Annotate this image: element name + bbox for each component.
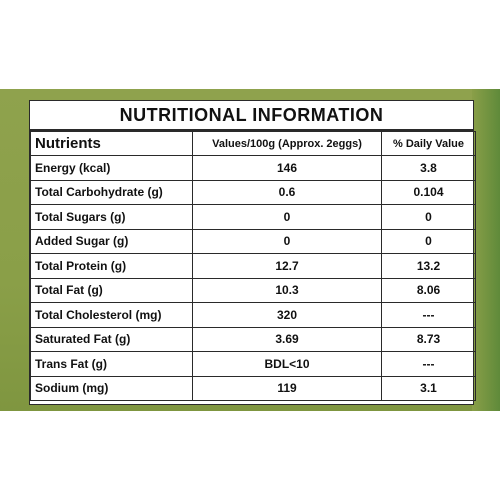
nutrient-value: 146 xyxy=(192,155,382,181)
nutrition-panel: NUTRITIONAL INFORMATION Nutrients Values… xyxy=(29,100,476,405)
table-row: Total Carbohydrate (g) 0.6 0.104 xyxy=(30,179,476,205)
nutrition-table: Nutrients Values/100g (Approx. 2eggs) % … xyxy=(30,131,476,401)
nutrient-name: Total Carbohydrate (g) xyxy=(30,179,193,205)
table-header-row: Nutrients Values/100g (Approx. 2eggs) % … xyxy=(30,131,476,156)
nutrient-name: Total Protein (g) xyxy=(30,253,193,279)
nutrient-name: Trans Fat (g) xyxy=(30,351,193,377)
nutrient-value: 0.6 xyxy=(192,179,382,205)
daily-value: 8.73 xyxy=(381,326,476,352)
nutrient-value: 320 xyxy=(192,302,382,328)
table-row: Trans Fat (g) BDL<10 --- xyxy=(30,351,476,377)
daily-value: 3.8 xyxy=(381,155,476,181)
nutrient-value: 0 xyxy=(192,228,382,254)
table-row: Total Fat (g) 10.3 8.06 xyxy=(30,277,476,303)
header-values: Values/100g (Approx. 2eggs) xyxy=(192,131,382,156)
daily-value: --- xyxy=(381,351,476,377)
nutrient-value: 10.3 xyxy=(192,277,382,303)
nutrient-name: Added Sugar (g) xyxy=(30,228,193,254)
nutrient-value: BDL<10 xyxy=(192,351,382,377)
nutrient-value: 12.7 xyxy=(192,253,382,279)
table-row: Total Sugars (g) 0 0 xyxy=(30,204,476,230)
package-edge xyxy=(472,89,500,411)
nutrient-name: Total Fat (g) xyxy=(30,277,193,303)
table-row: Total Cholesterol (mg) 320 --- xyxy=(30,302,476,328)
table-row: Added Sugar (g) 0 0 xyxy=(30,228,476,254)
nutrient-value: 119 xyxy=(192,375,382,401)
table-row: Total Protein (g) 12.7 13.2 xyxy=(30,253,476,279)
nutrient-name: Sodium (mg) xyxy=(30,375,193,401)
daily-value: 13.2 xyxy=(381,253,476,279)
daily-value: 3.1 xyxy=(381,375,476,401)
table-row: Sodium (mg) 119 3.1 xyxy=(30,375,476,401)
table-row: Saturated Fat (g) 3.69 8.73 xyxy=(30,326,476,352)
header-nutrients: Nutrients xyxy=(30,131,193,156)
nutrient-name: Total Sugars (g) xyxy=(30,204,193,230)
nutrient-value: 3.69 xyxy=(192,326,382,352)
panel-title: NUTRITIONAL INFORMATION xyxy=(30,101,473,131)
nutrient-name: Total Cholesterol (mg) xyxy=(30,302,193,328)
header-daily-value: % Daily Value xyxy=(381,131,476,156)
nutrient-name: Energy (kcal) xyxy=(30,155,193,181)
daily-value: 0 xyxy=(381,204,476,230)
table-row: Energy (kcal) 146 3.8 xyxy=(30,155,476,181)
daily-value: 0.104 xyxy=(381,179,476,205)
daily-value: 8.06 xyxy=(381,277,476,303)
daily-value: 0 xyxy=(381,228,476,254)
daily-value: --- xyxy=(381,302,476,328)
nutrient-name: Saturated Fat (g) xyxy=(30,326,193,352)
nutrient-value: 0 xyxy=(192,204,382,230)
